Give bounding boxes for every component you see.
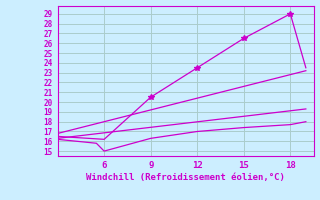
X-axis label: Windchill (Refroidissement éolien,°C): Windchill (Refroidissement éolien,°C) bbox=[86, 173, 285, 182]
